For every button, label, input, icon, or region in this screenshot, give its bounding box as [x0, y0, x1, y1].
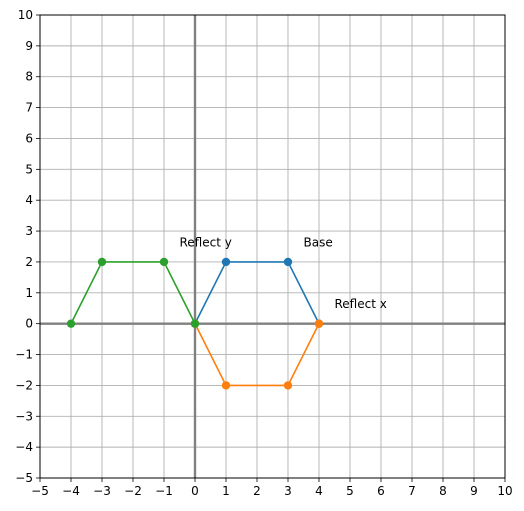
x-tick-label: 2 — [253, 484, 261, 498]
x-tick-label: 7 — [408, 484, 416, 498]
x-tick-label: 6 — [377, 484, 385, 498]
x-tick-label: 1 — [222, 484, 230, 498]
x-tick-label: −4 — [62, 484, 80, 498]
annotations: Base Reflect x Reflect y — [180, 236, 387, 312]
series-line — [70, 261, 196, 325]
plot-background — [40, 15, 505, 478]
y-tick-label: −3 — [15, 409, 33, 423]
y-tick-label: 8 — [25, 70, 33, 84]
y-tick-label: 2 — [25, 255, 33, 269]
annotation-label: Base — [304, 236, 333, 250]
y-tick-label: −1 — [15, 348, 33, 362]
y-tick-label: 1 — [25, 286, 33, 300]
data-point — [314, 319, 324, 328]
data-point — [283, 381, 293, 390]
series-line — [194, 261, 320, 325]
plot-frame — [39, 14, 506, 479]
x-tick-label: 10 — [497, 484, 512, 498]
origin-axes — [40, 15, 505, 478]
x-tick-label: 4 — [315, 484, 323, 498]
y-tick-label: −4 — [15, 440, 33, 454]
x-ticks: −5 −4 −3 −2 −1 0 1 2 3 4 5 6 7 8 9 10 — [31, 478, 513, 498]
annotation-label: Reflect x — [335, 297, 387, 311]
y-tick-label: 6 — [25, 131, 33, 145]
y-tick-label: 3 — [25, 224, 33, 238]
x-tick-label: −2 — [124, 484, 142, 498]
y-tick-label: −5 — [15, 471, 33, 485]
x-tick-label: 9 — [470, 484, 478, 498]
x-tick-label: 5 — [346, 484, 354, 498]
data-point — [66, 319, 76, 328]
x-tick-label: −5 — [31, 484, 49, 498]
annotation-label: Reflect y — [180, 236, 232, 250]
series-line — [194, 323, 320, 387]
data-point — [221, 257, 231, 267]
x-tick-label: −3 — [93, 484, 111, 498]
x-tick-label: 0 — [191, 484, 199, 498]
data-point — [283, 257, 293, 267]
x-tick-label: −1 — [155, 484, 173, 498]
y-tick-label: 10 — [18, 8, 33, 22]
data-point — [159, 257, 169, 267]
y-tick-label: 4 — [25, 193, 33, 207]
data-point — [97, 257, 107, 267]
y-tick-label: 9 — [25, 39, 33, 53]
series-group — [66, 257, 324, 390]
x-tick-label: 8 — [439, 484, 447, 498]
y-tick-label: −2 — [15, 378, 33, 392]
y-tick-label: 5 — [25, 162, 33, 176]
series-1 — [190, 319, 324, 390]
x-tick-label: 3 — [284, 484, 292, 498]
series-2 — [66, 257, 200, 328]
data-point — [221, 381, 231, 390]
data-point — [190, 319, 200, 328]
y-tick-label: 0 — [25, 317, 33, 331]
y-ticks: −5 −4 −3 −2 −1 0 1 2 3 4 5 6 7 8 9 10 — [15, 8, 40, 485]
y-tick-label: 7 — [25, 101, 33, 115]
